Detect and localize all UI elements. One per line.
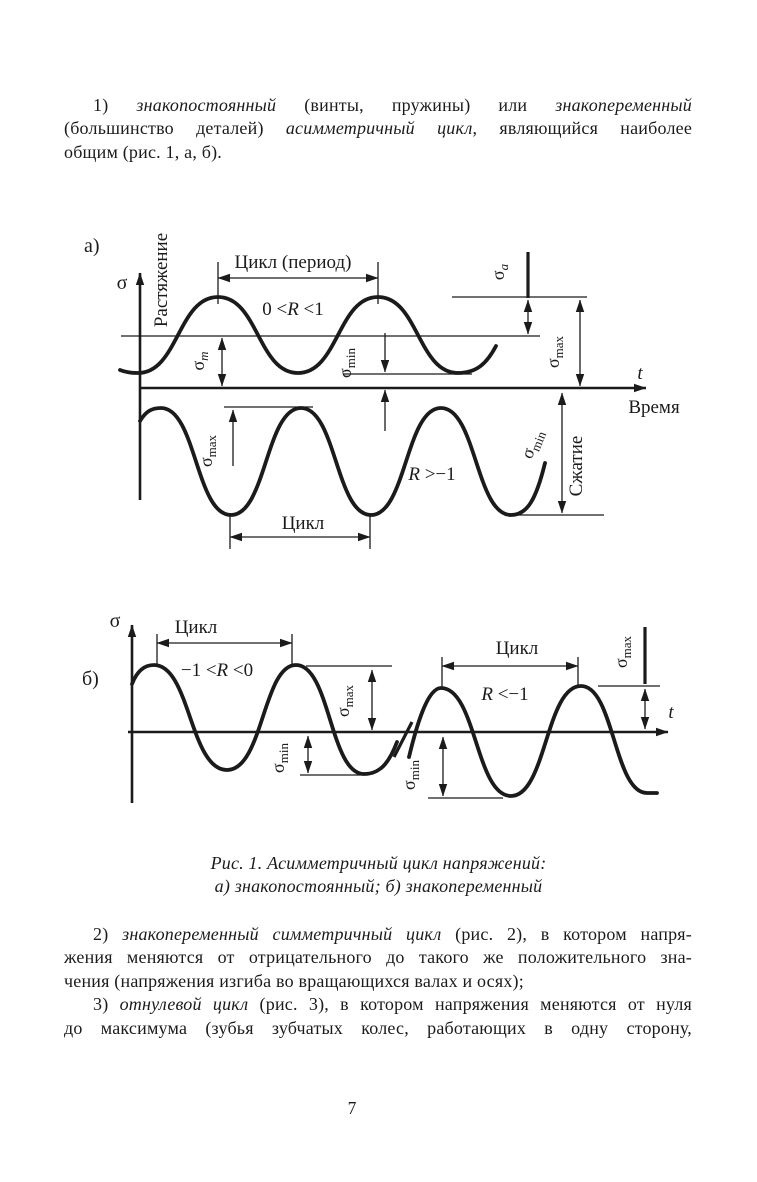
italic-run: отнулевой цикл [119,994,249,1015]
text-run: общим (рис. 1, а, б). [64,141,222,162]
reference-level-lines [300,665,660,799]
r-range-right-label: R <−1 [480,684,528,705]
paragraph-line: 1) знакопостоянный (винты, пружины) или … [64,94,692,117]
sigma-max-upper-label: σmax [543,335,566,368]
paragraph-line: чения (напряжения изгиба во вращающихся … [64,970,692,993]
figure-1: а) σ Растяжение Цикл (период) 0 <R <1 σm… [82,233,680,803]
cycle-period-dimension [217,262,379,304]
figure-panel-a: а) σ Растяжение Цикл (период) 0 <R <1 σm… [84,233,680,549]
tension-stress-curve [118,295,498,375]
text-run: 3) [93,994,120,1015]
cycle-right-dimension [441,657,579,689]
sigma-min-lower-label: σmin [517,426,550,463]
caption-line: Рис. 1. Асимметричный цикл напряжений: [210,853,547,873]
alternating-stress-curve-right [407,684,659,798]
sigma-min-left-label: σmin [268,743,291,773]
tension-label: Растяжение [151,233,172,327]
sigma-max-lower-label: σmax [196,434,219,467]
italic-run: знакопеременный [555,95,692,115]
text-run: (рис. 2), в котором напря- [441,924,692,944]
r-range-top-label: 0 <R <1 [262,299,324,320]
page-number: 7 [347,1098,357,1118]
time-label: Время [628,397,680,418]
paragraph-line: 2) знакопеременный симметричный цикл (ри… [64,923,692,946]
paragraph-line: общим (рис. 1, а, б). [64,141,692,164]
sigma-m-label: σm [188,351,211,370]
text-run: чения (напряжения изгиба во вращающихся … [64,970,524,991]
panel-a-label: а) [84,235,100,257]
sigma-axis-label: σ [110,610,121,632]
r-range-left-label: −1 <R <0 [181,660,253,681]
cycle-period-label: Цикл (период) [235,252,352,273]
cycle-right-label: Цикл [496,638,539,659]
cycle-left-label: Цикл [175,617,218,638]
figure-caption: Рис. 1. Асимметричный цикл напряжений: а… [0,852,757,899]
paragraph-line: жения меняются от отрицательного до тако… [64,946,692,969]
t-axis-label: t [668,702,674,723]
paragraph-line: 3) отнулевой цикл (рис. 3), в котором на… [64,993,692,1016]
alternating-stress-curve-left [130,663,399,776]
text-run: (рис. 3), в котором напряжения меняются … [248,994,692,1015]
paragraph-line: (большинство деталей) асимметричный цикл… [64,117,692,140]
sigma-min-upper-label: σmin [335,348,358,378]
sigma-max-left-label: σmax [333,684,356,717]
text-run: (винты, пружины) или [276,95,556,115]
sigma-max-right-label: σmax [611,635,634,668]
sigma-axis-label: σ [117,272,128,294]
sigma-min-right-label: σmin [399,760,422,790]
body-paragraphs: 2) знакопеременный симметричный цикл (ри… [64,923,692,1040]
compression-label: Сжатие [566,436,587,497]
compression-stress-curve [138,406,547,517]
cycle-left-dimension [156,634,293,667]
cycle-lower-label: Цикл [282,513,325,534]
cycle-lower-dimension [229,513,371,549]
italic-run: знакопостоянный [136,95,277,115]
italic-run: знакопеременный симметричный цикл [122,924,442,944]
caption-line: а) знакопостоянный; б) знакопеременный [214,876,543,897]
text-run: (большинство деталей) [64,118,286,139]
text-run: 2) [93,924,123,944]
t-axis-label: t [637,363,643,384]
panel-b-label: б) [82,668,99,690]
text-run: , являющийся наиболее [472,118,693,139]
text-run: жения меняются от отрицательного до тако… [64,947,692,968]
sigma-a-label: σa [488,263,511,280]
text-run: 1) [93,95,137,115]
r-range-bottom-label: R >−1 [407,464,455,485]
intro-paragraph: 1) знакопостоянный (винты, пружины) или … [64,94,692,164]
reference-level-lines [121,296,604,516]
curve-break-slash [392,721,414,758]
figure-panel-b: б) σ Цикл −1 <R <0 σmax σmin Цикл R <−1 … [82,610,674,803]
italic-run: асимметричный цикл [285,118,473,139]
text-run: до максимума (зубья зубчатых колес, рабо… [64,1017,692,1038]
paragraph-line: до максимума (зубья зубчатых колес, рабо… [64,1017,692,1040]
